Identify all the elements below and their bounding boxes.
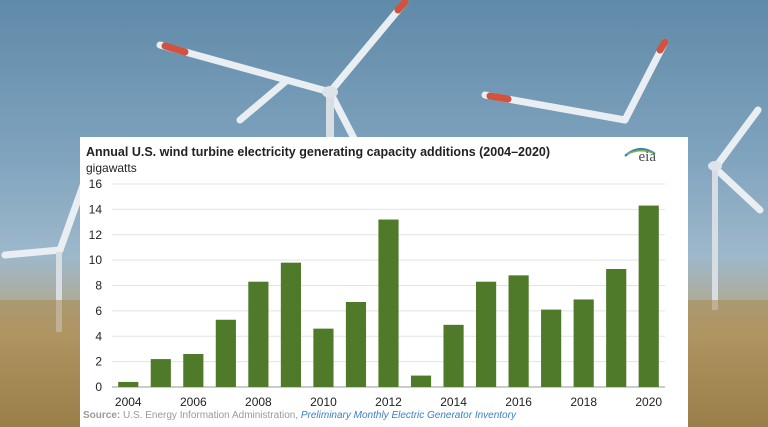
y-tick-label: 14 (89, 202, 103, 216)
eia-logo-text: eia (638, 149, 656, 165)
y-tick-label: 4 (95, 329, 102, 343)
bar-2019 (606, 269, 627, 387)
bar-2015 (476, 281, 497, 387)
bar-2008 (248, 281, 269, 387)
x-tick-label: 2018 (570, 395, 597, 409)
x-tick-label: 2010 (310, 395, 337, 409)
bar-2007 (215, 319, 236, 387)
eia-logo-icon (624, 147, 656, 157)
bar-2011 (345, 301, 367, 387)
bar-2005 (150, 359, 171, 387)
bar-2014 (443, 324, 464, 387)
x-tick-label: 2006 (180, 395, 207, 409)
chart-title: Annual U.S. wind turbine electricity gen… (86, 145, 551, 159)
bar-2012 (378, 219, 399, 387)
x-tick-label: 2016 (505, 395, 532, 409)
y-tick-label: 0 (95, 380, 102, 394)
source-link[interactable]: Preliminary Monthly Electric Generator I… (300, 410, 516, 421)
y-tick-label: 8 (95, 279, 102, 293)
y-tick-label: 12 (89, 228, 103, 242)
bar-2016 (508, 275, 529, 387)
bar-2017 (541, 309, 562, 387)
bar-2018 (573, 299, 594, 387)
bar-chart: 0 2 4 6 8 10 12 14 16 2004 2006 2008 2010 2012 2014 201… (89, 177, 665, 409)
x-tick-label: 2014 (440, 395, 467, 409)
x-tick-label: 2012 (375, 395, 402, 409)
x-tick-label: 2004 (115, 395, 142, 409)
bar-2006 (183, 354, 204, 387)
y-tick-label: 2 (95, 355, 102, 369)
y-tick-label: 16 (89, 177, 103, 191)
bar-2013 (410, 375, 432, 387)
chart-card: Annual U.S. wind turbine electricity gen… (80, 137, 688, 427)
y-tick-label: 6 (95, 304, 102, 318)
bar-2004 (118, 381, 139, 387)
source-label: Source: (83, 410, 121, 421)
y-axis-unit-label: gigawatts (86, 161, 137, 175)
bar-2020 (638, 205, 659, 387)
x-tick-label: 2020 (635, 395, 662, 409)
y-tick-label: 10 (89, 253, 103, 267)
x-tick-label: 2008 (245, 395, 272, 409)
bar-2010 (313, 328, 334, 387)
source-text: U.S. Energy Information Administration, (123, 410, 299, 421)
source-note: Source: U.S. Energy Information Administ… (83, 410, 516, 421)
bar-2009 (280, 262, 301, 387)
